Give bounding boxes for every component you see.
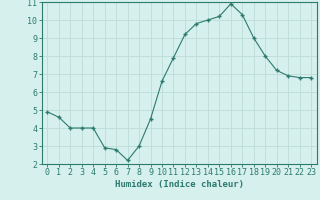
X-axis label: Humidex (Indice chaleur): Humidex (Indice chaleur)	[115, 180, 244, 189]
